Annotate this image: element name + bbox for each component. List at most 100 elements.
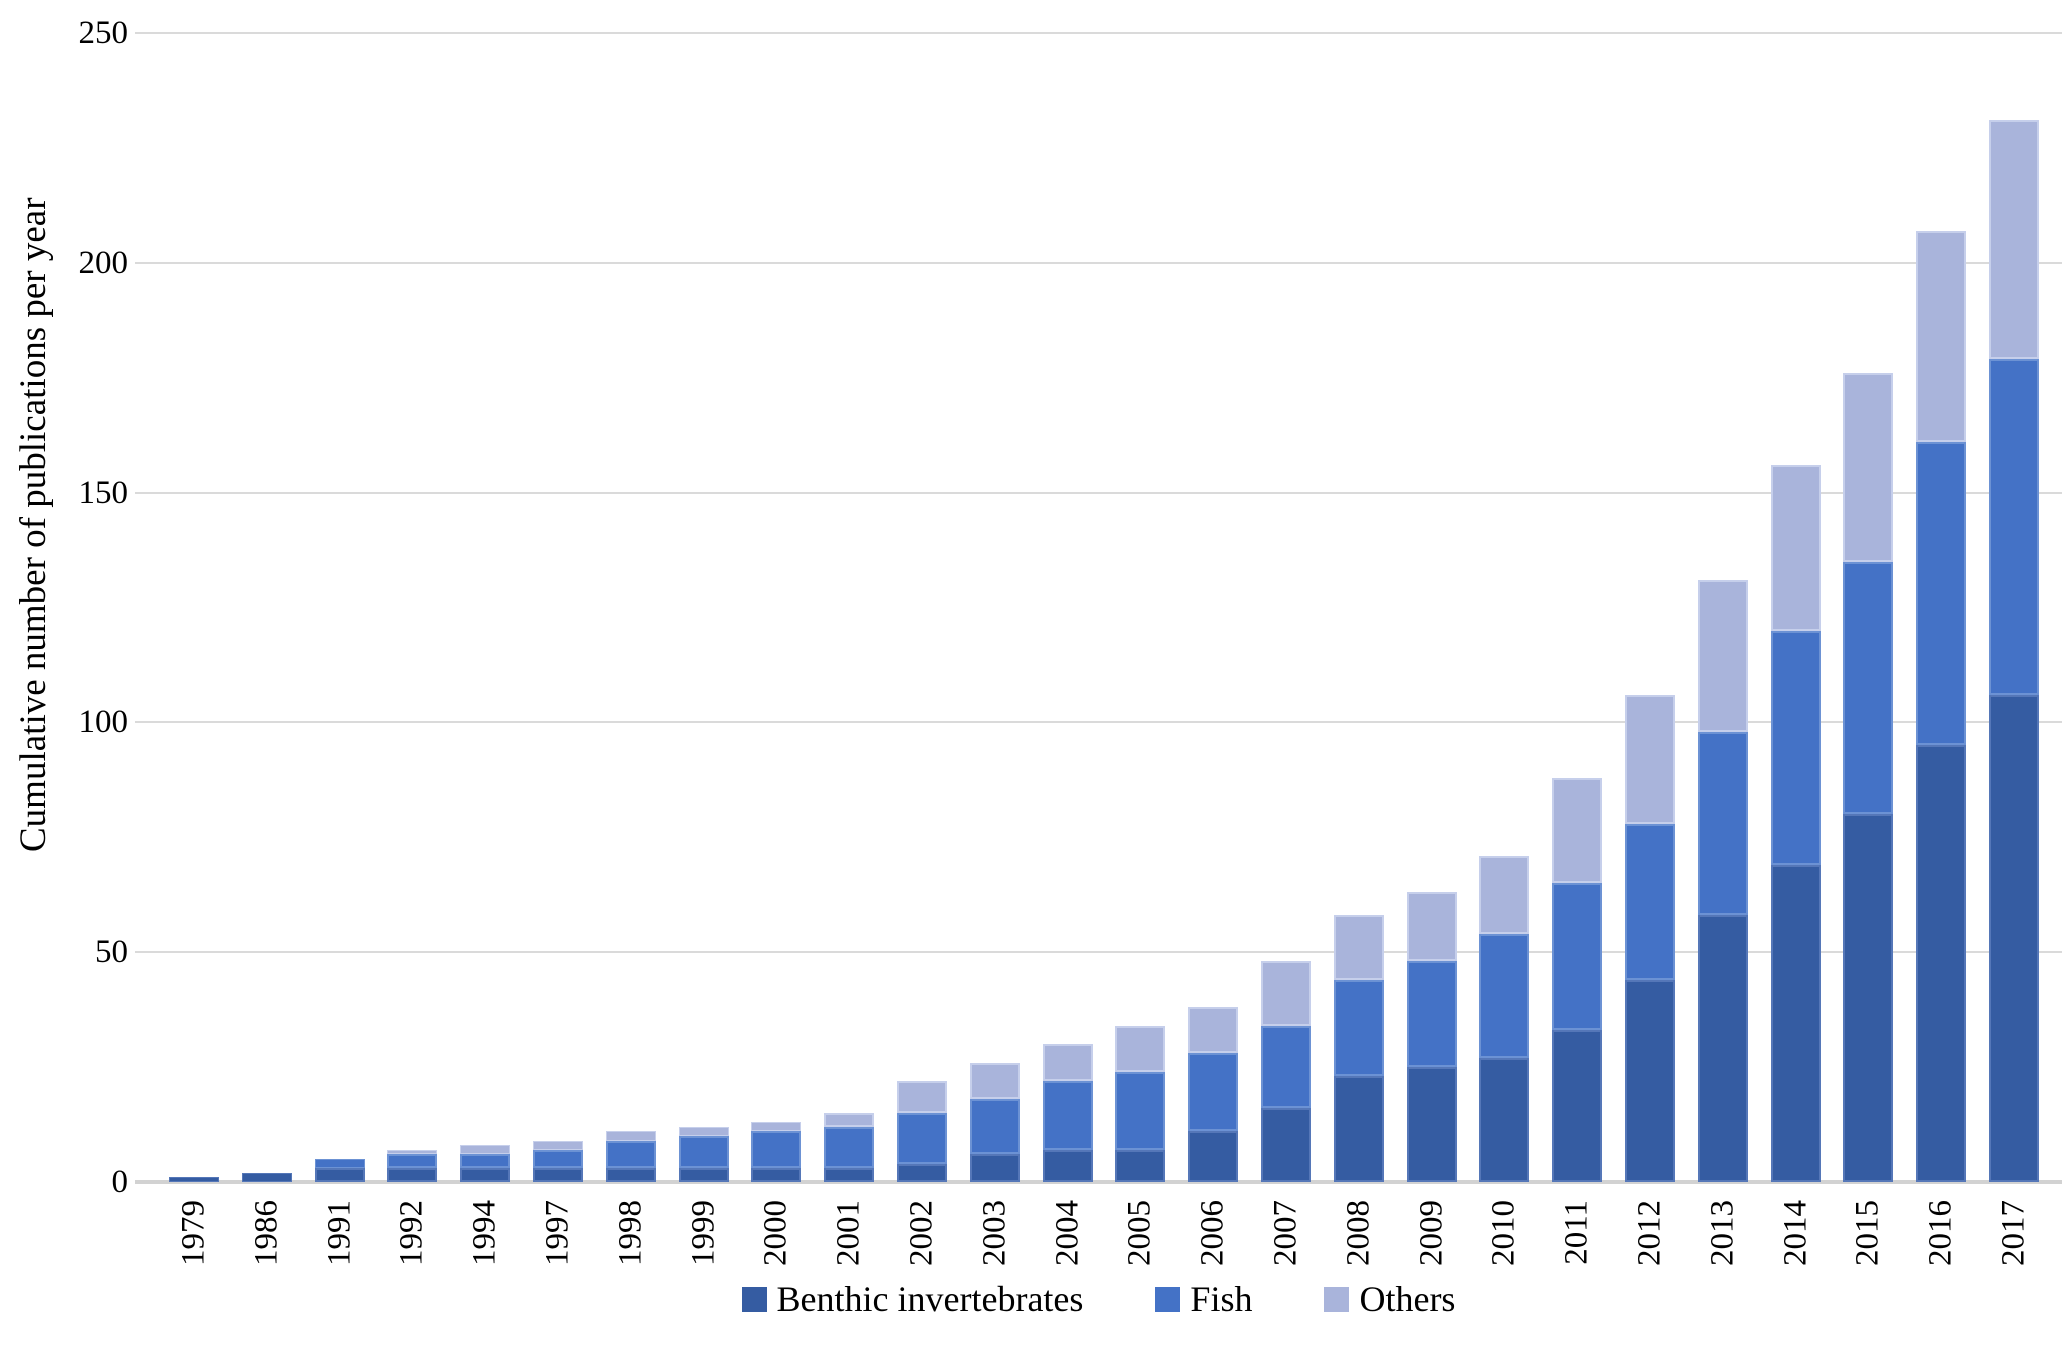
segment-benthic-invertebrates-2009 <box>1406 1067 1457 1182</box>
segment-fish-2013 <box>1697 731 1748 916</box>
gridline-y-150 <box>135 491 2062 494</box>
x-tick-label-2003: 2003 <box>976 1200 1013 1266</box>
bars-container: 1979 1986 1991 1992 1994 1997 1998 1999 2000 2001… <box>135 33 2062 1266</box>
segment-others-2014 <box>1770 465 1821 631</box>
segment-benthic-invertebrates-2004 <box>1042 1149 1093 1182</box>
segment-benthic-invertebrates-2007 <box>1260 1108 1311 1182</box>
x-tick-label-2010: 2010 <box>1485 1200 1522 1266</box>
bar-group-1986: 1986 <box>241 33 292 1266</box>
segment-benthic-invertebrates-2008 <box>1333 1076 1384 1182</box>
segment-fish-2000 <box>751 1131 802 1169</box>
segment-others-2007 <box>1260 961 1311 1026</box>
x-tick-label-2001: 2001 <box>830 1200 867 1266</box>
y-tick-label-150: 150 <box>78 474 129 511</box>
x-tick-label-1998: 1998 <box>612 1200 649 1266</box>
segment-benthic-invertebrates-1998 <box>605 1168 656 1182</box>
bar-group-2005: 2005 <box>1115 33 1166 1266</box>
bar-group-2013: 2013 <box>1697 33 1748 1266</box>
segment-benthic-invertebrates-2010 <box>1479 1057 1530 1182</box>
bar-group-2000: 2000 <box>751 33 802 1266</box>
bar-group-1999: 1999 <box>678 33 729 1266</box>
segment-benthic-invertebrates-2005 <box>1115 1149 1166 1182</box>
bar-group-2003: 2003 <box>969 33 1020 1266</box>
legend-item-others: Others <box>1324 1278 1455 1320</box>
legend-marker-icon <box>741 1286 767 1312</box>
bar-group-2004: 2004 <box>1042 33 1093 1266</box>
x-tick-label-2005: 2005 <box>1121 1200 1158 1266</box>
segment-benthic-invertebrates-1986 <box>241 1172 292 1182</box>
bar-group-1979: 1979 <box>169 33 219 1266</box>
segment-fish-1999 <box>678 1136 729 1169</box>
bar-group-1998: 1998 <box>605 33 656 1266</box>
segment-others-2008 <box>1333 915 1384 980</box>
segment-benthic-invertebrates-2000 <box>751 1168 802 1182</box>
bar-group-2011: 2011 <box>1552 33 1603 1265</box>
segment-fish-2002 <box>896 1113 947 1164</box>
x-tick-label-2015: 2015 <box>1849 1200 1886 1266</box>
x-tick-label-1986: 1986 <box>248 1200 285 1266</box>
x-tick-label-1997: 1997 <box>539 1200 576 1266</box>
plot-area: 1979 1986 1991 1992 1994 1997 1998 1999 2000 2001… <box>135 32 2062 1266</box>
x-tick-label-2016: 2016 <box>1922 1200 1959 1266</box>
segment-benthic-invertebrates-1994 <box>460 1168 511 1182</box>
bar-group-2016: 2016 <box>1916 33 1967 1266</box>
segment-others-2006 <box>1188 1007 1239 1054</box>
segment-fish-2017 <box>1988 359 2039 695</box>
x-tick-label-2006: 2006 <box>1194 1200 1231 1266</box>
legend-item-fish: Fish <box>1155 1278 1252 1320</box>
segment-benthic-invertebrates-2001 <box>824 1168 875 1182</box>
segment-fish-2009 <box>1406 961 1457 1068</box>
bar-group-2017: 2017 <box>1988 33 2039 1266</box>
segment-fish-2005 <box>1115 1071 1166 1150</box>
y-tick-label-250: 250 <box>78 15 129 51</box>
segment-others-2013 <box>1697 579 1748 732</box>
bar-group-2002: 2002 <box>896 33 947 1266</box>
segment-others-2017 <box>1988 120 2039 360</box>
bar-group-1992: 1992 <box>387 33 438 1266</box>
gridline-y-0 <box>135 1180 2062 1184</box>
segment-benthic-invertebrates-2016 <box>1916 745 1967 1182</box>
legend-label: Fish <box>1190 1279 1253 1319</box>
segment-fish-2004 <box>1042 1080 1093 1150</box>
segment-fish-1991 <box>314 1159 365 1169</box>
legend-label: Benthic invertebrates <box>776 1279 1084 1319</box>
legend-item-benthic-invertebrates: Benthic invertebrates <box>741 1278 1084 1320</box>
segment-others-1998 <box>605 1131 656 1141</box>
segment-benthic-invertebrates-1997 <box>532 1168 583 1182</box>
bar-group-1991: 1991 <box>314 33 365 1266</box>
bar-group-2009: 2009 <box>1406 33 1457 1266</box>
segment-others-1999 <box>678 1126 729 1137</box>
y-tick-label-0: 0 <box>111 1164 129 1200</box>
segment-fish-1997 <box>532 1149 583 1169</box>
bar-group-2007: 2007 <box>1260 33 1311 1266</box>
segment-others-2003 <box>969 1062 1020 1100</box>
segment-others-2002 <box>896 1080 947 1114</box>
segment-others-2001 <box>824 1113 875 1127</box>
segment-benthic-invertebrates-1999 <box>678 1168 729 1182</box>
segment-fish-2008 <box>1333 979 1384 1077</box>
segment-fish-2001 <box>824 1126 875 1169</box>
y-tick-label-100: 100 <box>78 704 129 741</box>
segment-benthic-invertebrates-1992 <box>387 1168 438 1182</box>
gridline-y-50 <box>135 951 2062 954</box>
x-tick-label-2011: 2011 <box>1558 1200 1595 1265</box>
segment-benthic-invertebrates-2015 <box>1843 814 1894 1182</box>
legend-marker-icon <box>1324 1286 1350 1312</box>
bar-group-2008: 2008 <box>1333 33 1384 1266</box>
segment-others-1997 <box>532 1140 583 1150</box>
segment-others-2011 <box>1552 777 1603 884</box>
x-tick-label-2012: 2012 <box>1631 1200 1668 1266</box>
legend-marker-icon <box>1155 1286 1181 1312</box>
segment-benthic-invertebrates-2012 <box>1624 979 1675 1182</box>
x-tick-label-2017: 2017 <box>1995 1200 2032 1266</box>
bar-group-2001: 2001 <box>824 33 875 1266</box>
x-tick-label-1991: 1991 <box>321 1200 358 1266</box>
x-tick-label-2014: 2014 <box>1777 1200 1814 1266</box>
x-tick-label-2007: 2007 <box>1267 1200 1304 1266</box>
x-tick-label-1979: 1979 <box>175 1200 212 1266</box>
bar-group-2012: 2012 <box>1624 33 1675 1266</box>
x-tick-label-2002: 2002 <box>903 1200 940 1266</box>
segment-benthic-invertebrates-2011 <box>1552 1030 1603 1182</box>
x-tick-label-2008: 2008 <box>1340 1200 1377 1266</box>
segment-fish-2012 <box>1624 823 1675 980</box>
